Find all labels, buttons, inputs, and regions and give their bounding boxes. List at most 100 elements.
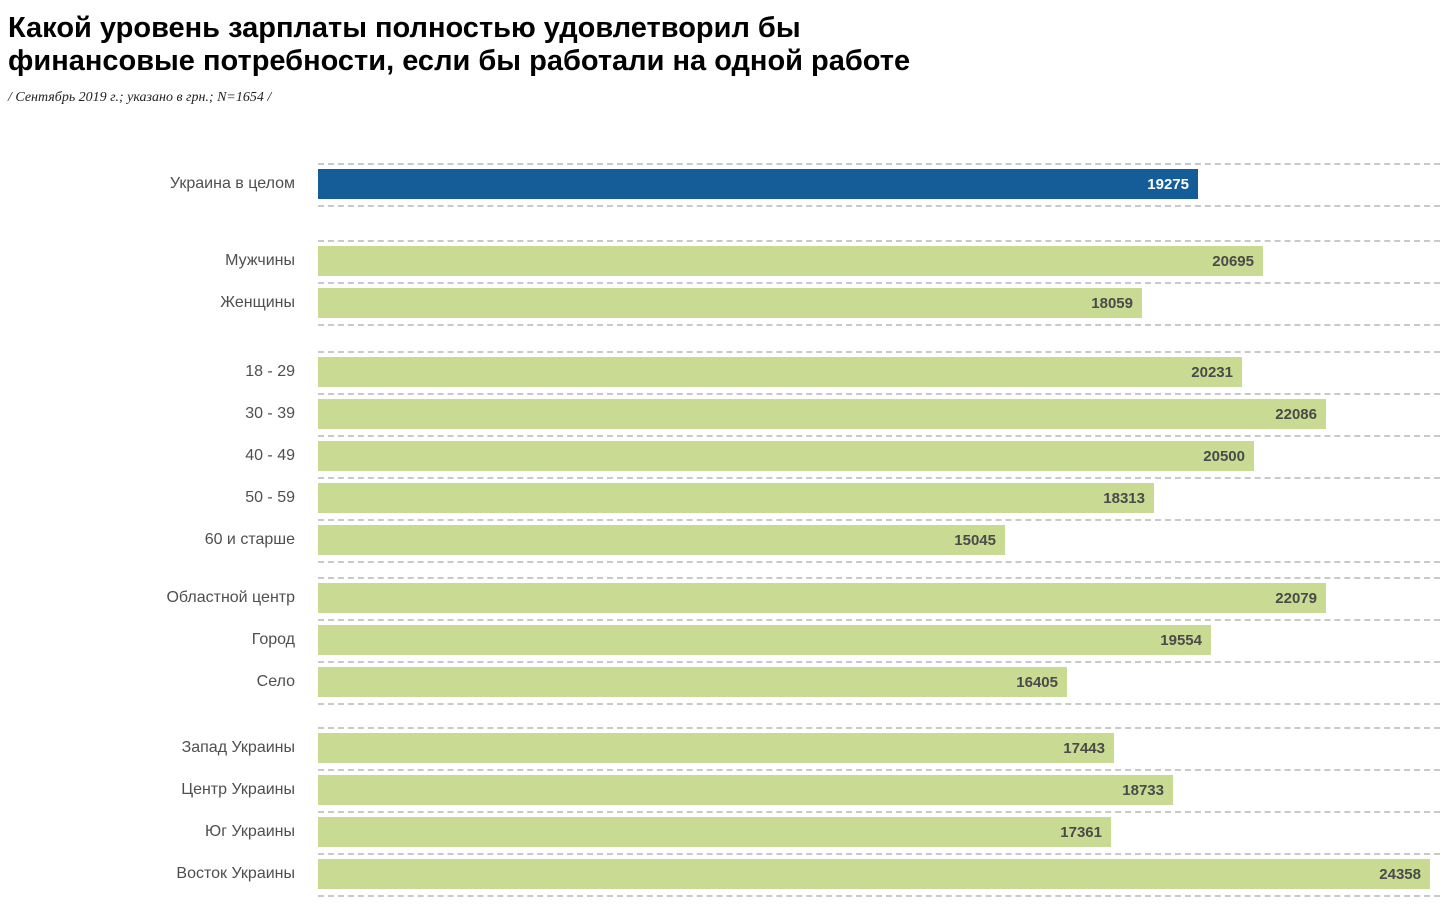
bar-track: 20231 xyxy=(318,351,1440,393)
bar-track: 16405 xyxy=(318,661,1440,703)
category-label: 50 - 59 xyxy=(245,489,295,506)
group-bottom-gridline xyxy=(0,324,1444,326)
bar: 20500 xyxy=(318,441,1254,471)
category-label: Город xyxy=(251,631,295,648)
bar-value-label: 18733 xyxy=(1122,781,1164,799)
bar: 15045 xyxy=(318,525,1005,555)
bar-value-label: 20231 xyxy=(1191,363,1233,381)
chart-row: Областной центр 22079 xyxy=(0,577,1444,619)
chart-row: 18 - 29 20231 xyxy=(0,351,1444,393)
chart-row: Запад Украины 17443 xyxy=(0,727,1444,769)
bar-track: 18313 xyxy=(318,477,1440,519)
bar: 16405 xyxy=(318,667,1067,697)
gridline xyxy=(318,895,1440,897)
bar: 19554 xyxy=(318,625,1211,655)
bar-value-label: 16405 xyxy=(1016,673,1058,691)
category-label: 60 и старше xyxy=(204,531,295,548)
bar-value-label: 22086 xyxy=(1275,405,1317,423)
category-label: Восток Украины xyxy=(176,865,295,882)
group-bottom-gridline xyxy=(0,703,1444,705)
bar: 18733 xyxy=(318,775,1173,805)
chart-row: 40 - 49 20500 xyxy=(0,435,1444,477)
empty-label-cell xyxy=(0,205,295,207)
empty-label-cell xyxy=(0,703,295,705)
chart-group-region: Запад Украины 17443 Центр Украины 18733 Юг У… xyxy=(0,727,1444,897)
category-label: Женщины xyxy=(220,294,295,311)
category-label: Запад Украины xyxy=(181,739,295,756)
bar: 17361 xyxy=(318,817,1111,847)
bar-track: 20695 xyxy=(318,240,1440,282)
bar-value-label: 15045 xyxy=(954,531,996,549)
bar-value-label: 19275 xyxy=(1147,175,1189,193)
chart-row: Восток Украины 24358 xyxy=(0,853,1444,895)
bar: 18313 xyxy=(318,483,1154,513)
chart-header: Какой уровень зарплаты полностью удовлет… xyxy=(0,0,1444,106)
category-label: Украина в целом xyxy=(169,175,295,192)
bar: 20695 xyxy=(318,246,1263,276)
bar: 22079 xyxy=(318,583,1326,613)
bar-value-label: 20695 xyxy=(1212,252,1254,270)
bar-track: 20500 xyxy=(318,435,1440,477)
category-label: Областной центр xyxy=(166,589,295,606)
category-label: 40 - 49 xyxy=(245,447,295,464)
gridline xyxy=(318,205,1440,207)
chart-row: Мужчины 20695 xyxy=(0,240,1444,282)
gridline xyxy=(318,703,1440,705)
empty-label-cell xyxy=(0,324,295,326)
chart-row: Село 16405 xyxy=(0,661,1444,703)
chart-row: 60 и старше 15045 xyxy=(0,519,1444,561)
chart-row: Центр Украины 18733 xyxy=(0,769,1444,811)
bar-track: 18059 xyxy=(318,282,1440,324)
bar-value-label: 19554 xyxy=(1160,631,1202,649)
chart-group-gender: Мужчины 20695 Женщины 18059 xyxy=(0,240,1444,326)
gridline xyxy=(318,324,1440,326)
chart-row: Город 19554 xyxy=(0,619,1444,661)
bar-value-label: 24358 xyxy=(1379,865,1421,883)
bar-track: 22079 xyxy=(318,577,1440,619)
chart-group-settlement: Областной центр 22079 Город 19554 Село 16405 xyxy=(0,577,1444,705)
group-bottom-gridline xyxy=(0,561,1444,563)
chart-row: Юг Украины 17361 xyxy=(0,811,1444,853)
chart-title-line-1: Какой уровень зарплаты полностью удовлет… xyxy=(8,12,801,44)
category-label: Мужчины xyxy=(225,252,295,269)
chart-row: 50 - 59 18313 xyxy=(0,477,1444,519)
group-bottom-gridline xyxy=(0,895,1444,897)
bar-track: 22086 xyxy=(318,393,1440,435)
bar: 20231 xyxy=(318,357,1242,387)
bar-track: 19275 xyxy=(318,163,1440,205)
chart-row: 30 - 39 22086 xyxy=(0,393,1444,435)
chart-group-total: Украина в целом 19275 xyxy=(0,163,1444,207)
empty-label-cell xyxy=(0,561,295,563)
bar: 24358 xyxy=(318,859,1430,889)
bar-chart: Украина в целом 19275 Мужчины 20695 Женщины 1… xyxy=(0,163,1444,897)
category-label: Юг Украины xyxy=(205,823,295,840)
empty-label-cell xyxy=(0,895,295,897)
bar: 22086 xyxy=(318,399,1326,429)
bar-value-label: 17361 xyxy=(1060,823,1102,841)
chart-row: Женщины 18059 xyxy=(0,282,1444,324)
bar-track: 18733 xyxy=(318,769,1440,811)
category-label: 30 - 39 xyxy=(245,405,295,422)
category-label: Село xyxy=(256,673,295,690)
chart-title-line-2: финансовые потребности, если бы работали… xyxy=(8,45,911,77)
chart-subtitle: / Сентябрь 2019 г.; указано в грн.; N=16… xyxy=(8,90,272,105)
gridline xyxy=(318,561,1440,563)
chart-row: Украина в целом 19275 xyxy=(0,163,1444,205)
bar-value-label: 22079 xyxy=(1275,589,1317,607)
bar: 18059 xyxy=(318,288,1142,318)
bar: 17443 xyxy=(318,733,1114,763)
chart-group-age: 18 - 29 20231 30 - 39 22086 40 - 49 20500 50 -… xyxy=(0,351,1444,563)
bar-track: 17443 xyxy=(318,727,1440,769)
bar-value-label: 17443 xyxy=(1063,739,1105,757)
bar-track: 24358 xyxy=(318,853,1440,895)
highlight-bar: 19275 xyxy=(318,169,1198,199)
category-label: Центр Украины xyxy=(181,781,295,798)
bar-track: 19554 xyxy=(318,619,1440,661)
bar-track: 15045 xyxy=(318,519,1440,561)
bar-value-label: 18059 xyxy=(1091,294,1133,312)
bar-track: 17361 xyxy=(318,811,1440,853)
bar-value-label: 20500 xyxy=(1203,447,1245,465)
category-label: 18 - 29 xyxy=(245,363,295,380)
bar-value-label: 18313 xyxy=(1103,489,1145,507)
